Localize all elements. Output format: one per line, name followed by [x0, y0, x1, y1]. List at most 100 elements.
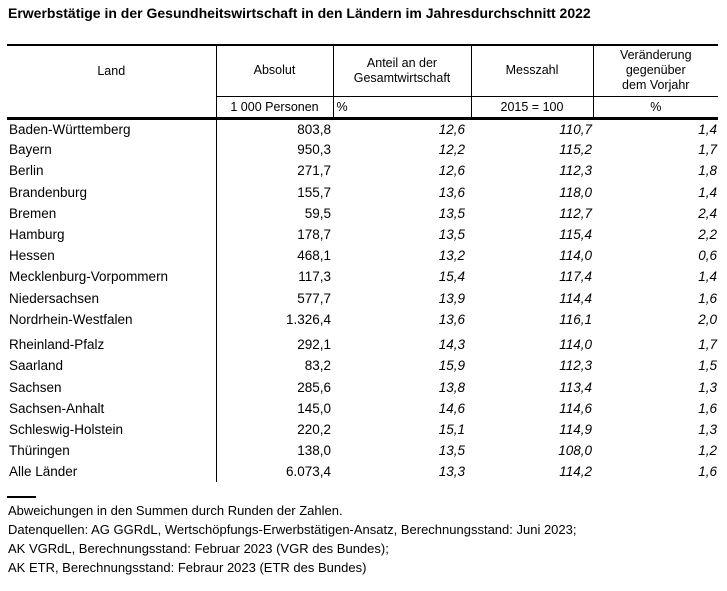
cell-anteil: 13,3	[438, 464, 465, 480]
cell-anteil: 13,5	[438, 227, 465, 243]
cell-absolut: 138,0	[297, 443, 331, 459]
column-header-land: Land	[97, 64, 126, 78]
cell-veraenderung: 1,6	[698, 290, 717, 306]
cell-messzahl: 115,4	[559, 227, 592, 243]
cell-absolut: 285,6	[297, 379, 331, 395]
table-row: Bayern 950,3 12,2 115,2 1,7	[7, 139, 718, 161]
cell-anteil: 13,2	[438, 248, 465, 264]
table-row: Alle Länder 6.073,4 13,3 114,2 1,6	[7, 461, 718, 483]
footnotes: Abweichungen in den Summen durch Runden …	[8, 501, 576, 577]
cell-messzahl: 118,0	[559, 184, 592, 200]
cell-anteil: 15,4	[438, 269, 465, 285]
cell-absolut: 292,1	[297, 337, 331, 353]
cell-veraenderung: 1,2	[698, 443, 717, 459]
statistics-table: Land Absolut Anteil an der Gesamtwirtsch…	[7, 44, 718, 483]
cell-absolut: 468,1	[297, 248, 331, 264]
cell-messzahl: 113,4	[559, 379, 592, 395]
cell-absolut: 950,3	[297, 142, 331, 158]
cell-land: Schleswig-Holstein	[7, 418, 217, 441]
footnote-sources-1: Datenquellen: AG GGRdL, Wertschöpfungs-E…	[8, 522, 577, 537]
cell-anteil: 13,5	[438, 443, 465, 459]
cell-messzahl: 114,0	[559, 337, 592, 353]
cell-messzahl: 117,4	[559, 269, 592, 285]
cell-land: Thüringen	[7, 440, 217, 462]
cell-veraenderung: 0,6	[698, 248, 717, 264]
cell-messzahl: 116,1	[559, 311, 592, 327]
cell-absolut: 271,7	[297, 163, 331, 179]
cell-messzahl: 114,0	[559, 248, 592, 264]
unit-anteil: %	[332, 96, 471, 120]
unit-veraenderung: %	[592, 96, 718, 120]
land-spacer-cell	[7, 96, 216, 120]
table-row: Schleswig-Holstein 220,2 15,1 114,9 1,3	[7, 418, 718, 441]
cell-land: Brandenburg	[7, 181, 217, 203]
cell-land: Baden-Württemberg	[7, 118, 217, 140]
table-row: Niedersachsen 577,7 13,9 114,4 1,6	[7, 287, 718, 309]
cell-land: Mecklenburg-Vorpommern	[7, 266, 217, 288]
cell-messzahl: 114,6	[559, 400, 592, 416]
table-row: Berlin 271,7 12,6 112,3 1,8	[7, 160, 718, 182]
cell-veraenderung: 2,2	[698, 227, 717, 243]
table-row: Nordrhein-Westfalen 1.326,4 13,6 116,1 2…	[7, 308, 718, 330]
table-row: Rheinland-Pfalz 292,1 14,3 114,0 1,7	[7, 329, 718, 356]
cell-absolut: 803,8	[297, 121, 331, 137]
cell-anteil: 13,5	[438, 205, 465, 221]
column-header-absolut: Absolut	[215, 45, 333, 97]
cell-messzahl: 114,2	[559, 464, 592, 480]
cell-absolut: 1.326,4	[285, 311, 331, 327]
cell-anteil: 13,8	[438, 379, 465, 395]
cell-messzahl: 108,0	[558, 443, 592, 459]
cell-messzahl: 114,4	[559, 290, 592, 306]
cell-anteil: 15,9	[438, 358, 465, 374]
cell-anteil: 13,6	[438, 184, 465, 200]
table-row: Bremen 59,5 13,5 112,7 2,4	[7, 202, 718, 224]
cell-land: Sachsen	[7, 376, 217, 398]
page-title: Erwerbstätige in der Gesundheitswirtscha…	[8, 5, 591, 21]
cell-anteil: 13,6	[438, 311, 465, 327]
unit-row: 1 000 Personen % 2015 = 100 %	[7, 96, 718, 120]
footnote-sources-2: AK VGRdL, Berechnungsstand: Februar 2023…	[8, 541, 389, 556]
column-header-messzahl: Messzahl	[470, 45, 593, 97]
unit-messzahl: 2015 = 100	[470, 96, 593, 120]
footnote-separator	[7, 496, 36, 498]
cell-land: Saarland	[7, 355, 217, 377]
cell-veraenderung: 2,0	[698, 311, 717, 327]
cell-anteil: 14,3	[438, 337, 465, 353]
cell-absolut: 59,5	[304, 205, 331, 221]
cell-absolut: 155,7	[297, 184, 331, 200]
cell-absolut: 83,2	[304, 358, 331, 374]
cell-veraenderung: 1,6	[698, 464, 717, 480]
table-row: Brandenburg 155,7 13,6 118,0 1,4	[7, 181, 718, 203]
cell-land: Alle Länder	[7, 461, 217, 483]
table-row: Hessen 468,1 13,2 114,0 0,6	[7, 245, 718, 267]
table-row: Thüringen 138,0 13,5 108,0 1,2	[7, 440, 718, 462]
cell-absolut: 577,7	[297, 290, 331, 306]
cell-veraenderung: 1,4	[698, 184, 717, 200]
cell-anteil: 15,1	[438, 421, 465, 437]
cell-messzahl: 112,3	[559, 358, 592, 374]
cell-anteil: 13,9	[438, 290, 465, 306]
cell-anteil: 12,2	[438, 142, 465, 158]
table-row: Hamburg 178,7 13,5 115,4 2,2	[7, 223, 718, 246]
cell-land: Nordrhein-Westfalen	[7, 308, 217, 330]
cell-land: Sachsen-Anhalt	[7, 397, 217, 419]
cell-absolut: 178,7	[297, 227, 331, 243]
footnote-rounding: Abweichungen in den Summen durch Runden …	[8, 503, 343, 518]
cell-veraenderung: 1,4	[698, 121, 717, 137]
cell-land: Rheinland-Pfalz	[7, 329, 217, 356]
cell-land: Hessen	[7, 245, 217, 267]
cell-absolut: 220,2	[297, 421, 331, 437]
cell-veraenderung: 1,4	[698, 269, 717, 285]
cell-veraenderung: 1,3	[698, 379, 717, 395]
footnote-sources-3: AK ETR, Berechnungsstand: Febraur 2023 (…	[8, 560, 367, 575]
cell-absolut: 6.073,4	[285, 464, 331, 480]
cell-land: Hamburg	[7, 223, 217, 246]
cell-absolut: 145,0	[297, 400, 331, 416]
table-row: Mecklenburg-Vorpommern 117,3 15,4 117,4 …	[7, 266, 718, 288]
unit-absolut: 1 000 Personen	[215, 96, 333, 120]
cell-veraenderung: 1,6	[698, 400, 717, 416]
cell-land: Berlin	[7, 160, 217, 182]
column-header-veraenderung: Veränderung gegenüber dem Vorjahr	[592, 45, 718, 97]
cell-messzahl: 112,7	[559, 205, 592, 221]
